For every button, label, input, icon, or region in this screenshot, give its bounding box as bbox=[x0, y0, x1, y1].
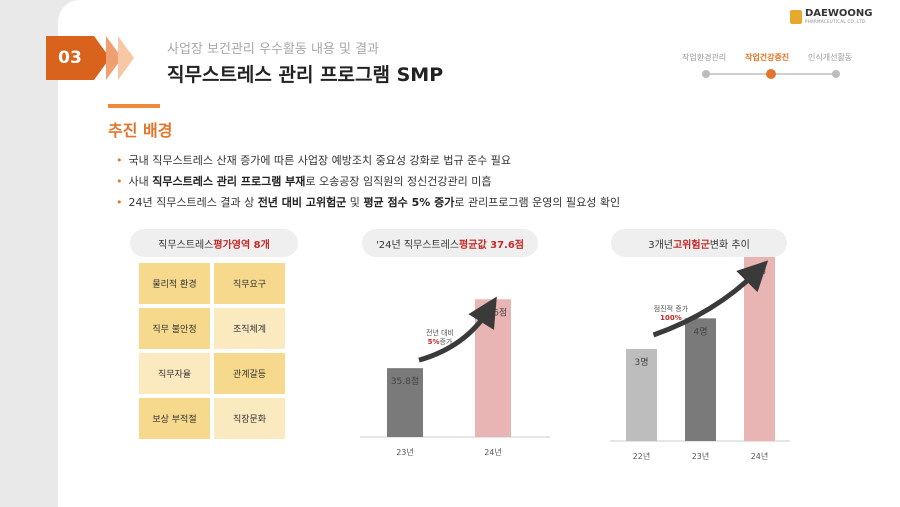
logo-text: DAEWOONG bbox=[805, 8, 873, 19]
x-tick-label: 23년 bbox=[692, 451, 710, 461]
area-cell: 직장문화 bbox=[214, 398, 285, 439]
section-title: 추진 배경 bbox=[108, 121, 173, 140]
logo-subtext: PHARMACEUTICAL CO.,LTD. bbox=[805, 19, 867, 24]
x-tick-label: 22년 bbox=[633, 451, 651, 461]
section-number-badge: 03 bbox=[46, 36, 94, 80]
growth-note: 점진적 증가 100% bbox=[653, 305, 689, 322]
evaluation-areas-pill: 직무스트레스 평가영역 8개 bbox=[130, 229, 298, 257]
increase-note: 전년 대비 5%증가 bbox=[426, 329, 454, 346]
bullet-list: • 국내 직무스트레스 산재 증가에 따른 사업장 예방조치 중요성 강화로 법규… bbox=[116, 150, 620, 213]
bar-data-label: 4명 bbox=[693, 326, 707, 337]
nav-dot bbox=[702, 70, 710, 78]
nav-dot bbox=[832, 70, 840, 78]
x-tick-label: 24년 bbox=[484, 447, 502, 457]
area-cell: 직무자율 bbox=[139, 353, 210, 394]
logo-mark-icon bbox=[790, 9, 802, 24]
area-cell: 조직체계 bbox=[214, 308, 285, 349]
chart-bar bbox=[685, 318, 716, 441]
x-tick-label: 23년 bbox=[396, 447, 414, 457]
bullet-item: • 24년 직무스트레스 결과 상 전년 대비 고위험군 및 평균 점수 5% 증… bbox=[116, 196, 621, 209]
page-subtitle: 사업장 보건관리 우수활동 내용 및 결과 bbox=[167, 42, 380, 57]
trend-arrow-icon bbox=[418, 296, 497, 363]
area-cell: 직무요구 bbox=[214, 263, 285, 304]
nav-step-health-promotion[interactable]: 작업건강증진 bbox=[745, 53, 790, 62]
x-tick-label: 24년 bbox=[751, 451, 769, 461]
bullet-item: • 사내 직무스트레스 관리 프로그램 부재로 오송공장 임직원의 정신건강관리 … bbox=[116, 175, 492, 188]
section-accent-bar bbox=[108, 104, 160, 108]
evaluation-areas-grid: 물리적 환경 직무요구 직무 불안정 조직체계 직무자율 관계갈등 보상 부적절… bbox=[139, 263, 285, 439]
area-cell: 관계갈등 bbox=[214, 353, 285, 394]
nav-step-work-environment[interactable]: 작업환경관리 bbox=[682, 53, 727, 62]
chart-bar bbox=[744, 257, 775, 441]
chevron-arrow-icon bbox=[118, 36, 134, 80]
average-score-pill: '24년 직무스트레스 평균값 37.6점 bbox=[362, 229, 538, 257]
chart-bar bbox=[387, 368, 423, 437]
area-cell: 직무 불안정 bbox=[139, 308, 210, 349]
nav-step-awareness[interactable]: 인식개선활동 bbox=[808, 53, 853, 62]
high-risk-trend-pill: 3개년 고위험군 변화 추이 bbox=[611, 229, 787, 257]
company-logo: DAEWOONG PHARMACEUTICAL CO.,LTD. bbox=[790, 9, 872, 24]
trend-arrow-icon bbox=[652, 260, 769, 338]
bar-data-label: 35.8점 bbox=[391, 375, 419, 387]
bar-data-label: 3명 bbox=[634, 357, 648, 368]
area-cell: 물리적 환경 bbox=[139, 263, 210, 304]
nav-dot-active bbox=[766, 69, 776, 79]
chart-bar bbox=[626, 349, 657, 441]
bullet-item: • 국내 직무스트레스 산재 증가에 따른 사업장 예방조치 중요성 강화로 법규… bbox=[116, 154, 512, 167]
page-title: 직무스트레스 관리 프로그램 SMP bbox=[167, 64, 444, 86]
area-cell: 보상 부적절 bbox=[139, 398, 210, 439]
